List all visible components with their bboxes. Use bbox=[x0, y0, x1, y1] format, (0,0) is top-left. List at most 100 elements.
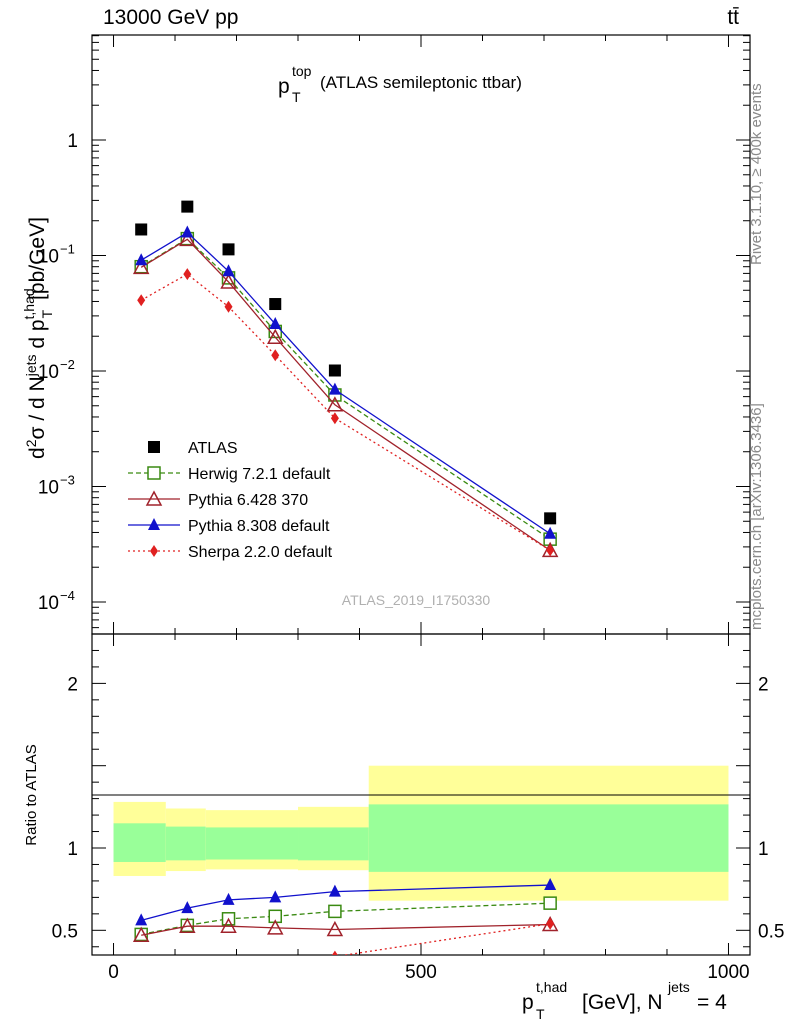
y-tick-label: 10 bbox=[38, 593, 59, 614]
atlas-data-point bbox=[135, 223, 148, 236]
x-tick-label: 0 bbox=[108, 962, 119, 983]
ratio-point-pythia-6-428-370 bbox=[179, 917, 196, 933]
legend-label: Pythia 8.308 default bbox=[188, 518, 330, 535]
ratio-y-tick-label-left: 2 bbox=[67, 674, 78, 695]
legend-marker bbox=[147, 466, 161, 480]
ratio-point-sherpa-2-2-0-default bbox=[225, 957, 233, 969]
ratio-line-sherpa-2-2-0-default bbox=[341, 923, 551, 955]
series-point-pythia-8-308-default bbox=[135, 253, 148, 266]
legend-label: ATLAS bbox=[188, 440, 238, 457]
ratio-point-pythia-8-308-default bbox=[222, 892, 235, 905]
ratio-y-axis-label: Ratio to ATLAS bbox=[23, 744, 40, 845]
ratio-point-pythia-8-308-default bbox=[135, 913, 148, 926]
atlas-data-point bbox=[269, 298, 282, 311]
series-point-pythia-6-428-370 bbox=[326, 396, 344, 412]
ratio-point-sherpa-2-2-0-default bbox=[137, 966, 145, 978]
ratio-y-tick-label-right: 0.5 bbox=[758, 921, 784, 942]
series-line-pythia-8-308-default bbox=[140, 231, 551, 535]
atlas-data-point bbox=[181, 200, 194, 213]
y-tick-label-exp: −2 bbox=[60, 357, 75, 372]
series-point-pythia-8-308-default bbox=[328, 382, 341, 395]
ratio-point-sherpa-2-2-0-default bbox=[183, 964, 191, 976]
series-point-pythia-8-308-default bbox=[269, 317, 282, 330]
legend-label: Pythia 6.428 370 bbox=[188, 492, 308, 509]
y-tick-label: 10 bbox=[38, 362, 59, 383]
ratio-point-pythia-6-428-370 bbox=[267, 919, 284, 935]
svg-text:= 4: = 4 bbox=[697, 991, 727, 1014]
ratio-line-herwig-7-2-1-default bbox=[141, 902, 551, 936]
y-tick-label: 10 bbox=[38, 247, 59, 268]
series-point-pythia-6-428-370 bbox=[179, 230, 196, 247]
legend-label: Sherpa 2.2.0 default bbox=[188, 544, 333, 561]
rivet-version-label: Rivet 3.1.10, ≥ 400k events bbox=[748, 83, 765, 265]
atlas-data-point bbox=[222, 243, 235, 256]
svg-text:t,had: t,had bbox=[536, 979, 567, 995]
ratio-point-pythia-8-308-default bbox=[181, 901, 194, 914]
series-point-sherpa-2-2-0-default bbox=[224, 300, 233, 313]
series-point-pythia-8-308-default bbox=[544, 526, 557, 539]
ratio-point-sherpa-2-2-0-default bbox=[332, 950, 338, 955]
uncertainty-bands bbox=[113, 765, 729, 901]
y-tick-label: 10 bbox=[38, 478, 59, 499]
y-tick-label-exp: −4 bbox=[60, 588, 75, 603]
series-point-sherpa-2-2-0-default bbox=[137, 294, 146, 307]
legend-marker bbox=[150, 545, 158, 557]
mcplots-reference-label: mcplots.cern.ch [arXiv:1306.3436] bbox=[748, 403, 765, 630]
series-point-pythia-8-308-default bbox=[222, 264, 235, 277]
series-point-sherpa-2-2-0-default bbox=[330, 412, 339, 425]
ratio-point-sherpa-2-2-0-default bbox=[546, 917, 555, 930]
green-band-3 bbox=[298, 827, 369, 861]
ratio-point-herwig-7-2-1-default bbox=[328, 904, 342, 919]
series-point-pythia-6-428-370 bbox=[220, 273, 237, 289]
chart-title-sup: top bbox=[292, 63, 312, 79]
ratio-point-pythia-8-308-default bbox=[269, 890, 282, 903]
energy-label: 13000 GeV pp bbox=[103, 6, 238, 29]
series-line-sherpa-2-2-0-default bbox=[140, 273, 551, 551]
y-tick-label-exp: −1 bbox=[60, 242, 75, 257]
green-band-0 bbox=[113, 823, 166, 862]
svg-text:jets: jets bbox=[667, 979, 690, 995]
atlas-data-point bbox=[328, 364, 341, 377]
atlas-data-point bbox=[544, 512, 557, 525]
ratio-point-sherpa-2-2-0-default bbox=[271, 956, 279, 968]
ratio-point-pythia-8-308-default bbox=[544, 878, 557, 891]
ratio-line-pythia-6-428-370 bbox=[141, 923, 551, 936]
legend-marker bbox=[148, 441, 160, 453]
legend-marker bbox=[145, 490, 163, 506]
svg-text:Ratio to ATLAS: Ratio to ATLAS bbox=[23, 744, 40, 845]
legend: ATLAS Herwig 7.2.1 default Pythia 6.428 37… bbox=[128, 440, 333, 561]
green-band-4 bbox=[368, 804, 729, 872]
ratio-point-pythia-6-428-370 bbox=[326, 920, 344, 937]
green-band-1 bbox=[165, 826, 206, 861]
x-axis-label: p T t,had [GeV], N jets = 4 bbox=[522, 979, 727, 1022]
svg-text:p: p bbox=[522, 991, 534, 1014]
x-tick-label: 1000 bbox=[707, 962, 749, 983]
ratio-point-pythia-6-428-370 bbox=[220, 917, 237, 933]
series-point-sherpa-2-2-0-default bbox=[546, 544, 555, 557]
series-point-pythia-6-428-370 bbox=[267, 328, 284, 344]
analysis-watermark: ATLAS_2019_I1750330 bbox=[342, 592, 491, 608]
process-label: tt̄ bbox=[727, 6, 739, 29]
series-point-sherpa-2-2-0-default bbox=[271, 349, 280, 362]
ratio-point-herwig-7-2-1-default bbox=[180, 918, 195, 933]
ratio-point-pythia-6-428-370 bbox=[132, 926, 150, 942]
ratio-point-pythia-8-308-default bbox=[328, 884, 341, 897]
ratio-point-herwig-7-2-1-default bbox=[543, 896, 557, 910]
series-line-pythia-6-428-370 bbox=[140, 238, 551, 551]
ratio-y-tick-label-right: 1 bbox=[758, 839, 769, 860]
x-tick-label: 500 bbox=[405, 962, 437, 983]
green-band-2 bbox=[205, 827, 299, 860]
chart-title-sub: T bbox=[292, 89, 301, 105]
series-point-pythia-8-308-default bbox=[181, 225, 194, 238]
series-point-sherpa-2-2-0-default bbox=[183, 268, 192, 281]
svg-text:T: T bbox=[536, 1006, 545, 1022]
chart-title: p bbox=[278, 75, 290, 98]
ratio-line-pythia-8-308-default bbox=[141, 884, 551, 922]
ratio-y-tick-label-left: 0.5 bbox=[52, 921, 78, 942]
series-point-pythia-6-428-370 bbox=[132, 258, 150, 275]
y-tick-label-exp: −3 bbox=[60, 473, 75, 488]
legend-label: Herwig 7.2.1 default bbox=[188, 466, 331, 483]
chart-title-rest: (ATLAS semileptonic ttbar) bbox=[320, 73, 522, 92]
